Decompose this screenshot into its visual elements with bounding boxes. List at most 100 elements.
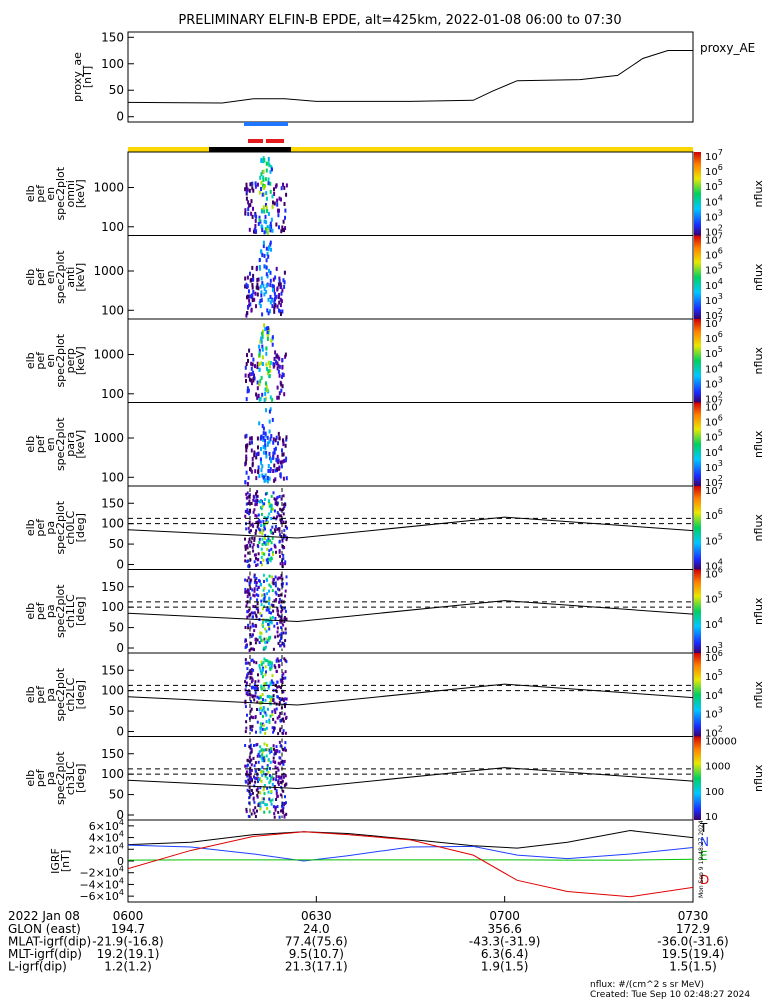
spectrogram-cell — [274, 665, 277, 669]
panel-frame — [127, 151, 694, 236]
spectrogram-cell — [283, 746, 286, 750]
spectrogram-cell — [256, 695, 259, 699]
spectrogram-cell — [262, 588, 265, 592]
spectrogram-cell — [259, 561, 262, 564]
spectrogram-cell — [277, 213, 280, 218]
orbit-row-value: 19.5(19.4) — [662, 947, 725, 961]
spectrogram-cell — [282, 631, 285, 635]
spectrogram-cell — [260, 361, 263, 366]
spectrogram-cell — [283, 458, 286, 463]
spectrogram-cell — [259, 266, 261, 271]
spectrogram-cell — [249, 769, 251, 773]
spectrogram-cell — [270, 217, 273, 222]
science-zone-markers — [128, 122, 693, 152]
spectrogram-cell — [272, 698, 275, 702]
spectrogram-cell — [260, 507, 263, 511]
colorbar-tick-label: 106 — [705, 507, 723, 522]
spectrogram-cell — [253, 536, 256, 540]
spectrogram-cell — [251, 381, 253, 386]
spectrogram-cell — [255, 267, 258, 272]
spectrogram-cell — [263, 810, 266, 814]
spectrogram-cell — [279, 554, 281, 558]
spectrogram-cell — [254, 780, 257, 784]
spectrogram-cell — [251, 298, 254, 303]
spectrogram-cell — [275, 789, 278, 793]
spectrogram-cell — [254, 680, 257, 684]
spectrogram-cell — [278, 815, 281, 819]
spectrogram-cell — [266, 209, 269, 213]
spectrogram-cell — [262, 205, 265, 210]
spectrogram-cell — [279, 474, 282, 479]
spectrogram-cell — [283, 284, 286, 289]
spectrogram-cell — [274, 749, 277, 753]
spectrogram-cell — [247, 540, 250, 544]
spectrogram-cell — [272, 681, 275, 685]
spectrogram-cell — [247, 373, 250, 378]
spectrogram-cell — [279, 698, 282, 702]
spectrogram-cell — [267, 177, 270, 182]
spectrogram-cell — [279, 309, 282, 314]
spectrogram-cell — [246, 284, 249, 289]
spectrogram-cell — [255, 502, 258, 506]
spectrogram-cell — [263, 580, 265, 583]
colorbar-gradient — [694, 152, 701, 236]
spectrogram-cell — [265, 161, 268, 166]
spectrogram-cell — [244, 705, 247, 709]
spectrogram-cell — [276, 630, 279, 634]
time-axis-ticks: 0600 0630 0700 0730 — [113, 896, 708, 923]
orbit-row-label: MLT-igrf(dip) — [8, 947, 82, 961]
spectrogram-cell — [266, 225, 269, 230]
spectrogram-cell — [261, 750, 264, 754]
spectrogram-cell — [274, 806, 277, 810]
spectrogram-cell — [268, 499, 270, 503]
spectrogram-cell — [264, 673, 267, 677]
spectrogram-cell — [262, 435, 265, 440]
spectrogram-cell — [260, 339, 263, 344]
spectrogram-cell — [270, 224, 273, 229]
spectrogram-cell — [251, 724, 254, 728]
colorbar-label: nflux — [752, 347, 765, 375]
spectrogram-cell — [274, 544, 276, 548]
spectrogram-cell — [257, 790, 260, 794]
spectrogram-cell — [248, 790, 251, 793]
spectrogram-cell — [247, 576, 250, 580]
spectrogram-cell — [282, 672, 285, 676]
spectrogram-cell — [269, 799, 272, 803]
spectrogram-cell — [274, 359, 277, 364]
spectrogram-cell — [247, 207, 250, 212]
spectrogram-cell — [280, 632, 283, 636]
spectrogram-cell — [260, 468, 263, 473]
spectrogram-cell — [250, 611, 253, 615]
orbit-row-value: 77.4(75.6) — [285, 935, 348, 949]
spectrogram-cell — [255, 613, 258, 617]
ylabel-line: proxy_ae — [71, 52, 84, 102]
spectrogram-cell — [278, 495, 281, 498]
spectrogram-cell — [260, 706, 263, 710]
ylabel-line: elb — [24, 519, 37, 536]
spectrogram-cell — [267, 297, 270, 302]
ylabel-line: perp — [64, 348, 77, 373]
spectrogram-cell — [280, 686, 282, 690]
spectrogram-cell — [278, 756, 281, 760]
ytick-label: 0 — [117, 855, 124, 868]
spectrogram-cell — [282, 507, 285, 511]
spectrogram-cell — [276, 395, 279, 400]
spectrogram-cell — [261, 504, 264, 508]
spectrogram-cell — [253, 297, 256, 302]
spectrogram-cell — [244, 434, 247, 439]
time-tick-label: 0600 — [113, 909, 144, 923]
spectrogram-cell — [265, 454, 268, 459]
spectrogram-cell — [263, 637, 266, 641]
spectrogram-cell — [256, 494, 259, 498]
spectrogram-cell — [261, 773, 264, 777]
spectrogram-cell — [265, 543, 268, 546]
spectrogram-cell — [263, 323, 266, 328]
colorbar-tick-label: 105 — [705, 532, 723, 547]
spectrogram-cell — [272, 604, 275, 607]
spectrogram-cell — [273, 599, 276, 603]
spectrogram-cell — [280, 633, 283, 637]
spectrogram-cell — [247, 778, 250, 782]
spectrogram-cell — [278, 356, 281, 361]
